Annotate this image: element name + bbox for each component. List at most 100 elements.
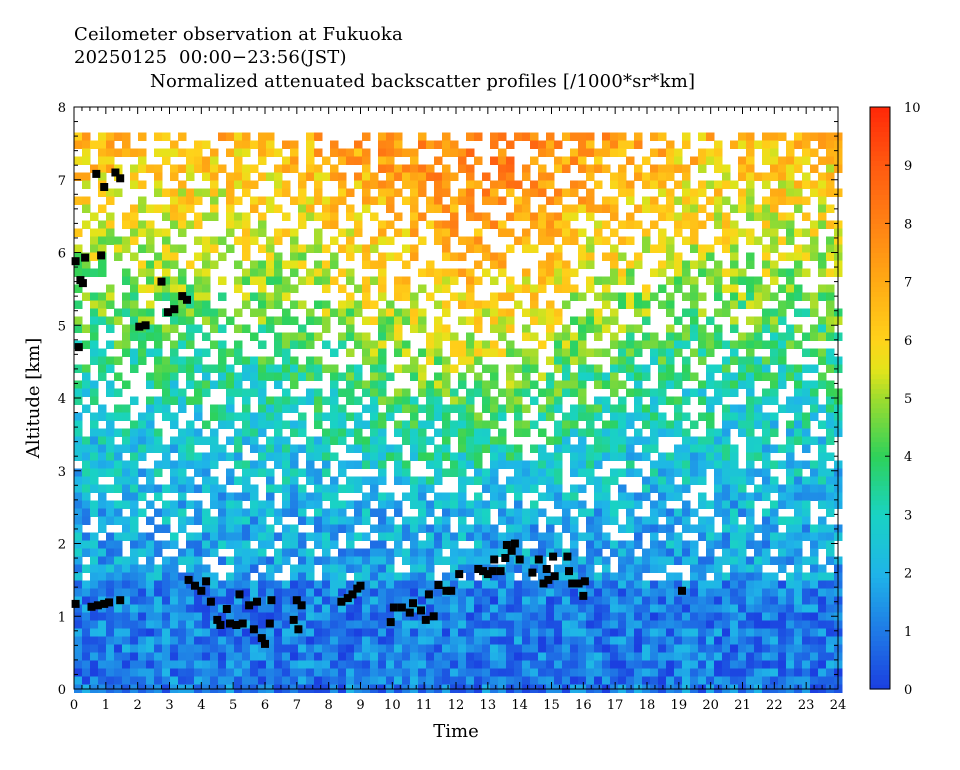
x-tick-label: 17 (607, 698, 624, 713)
x-tick-label: 16 (575, 698, 592, 713)
cloud-base-point (141, 321, 150, 330)
cloud-base-point (479, 567, 488, 576)
cloud-base-point (421, 615, 430, 624)
x-axis: 0 1 2 3 4 5 6 7 8 9 10 11 12 13 14 15 16 17 18 19 20 21 22 23 24 (70, 107, 846, 713)
cloud-base-point (92, 169, 101, 178)
cloud-base-point (386, 618, 395, 627)
y-tick-label: 4 (58, 392, 66, 407)
cloud-base-point (563, 552, 572, 561)
cloud-base-point (488, 567, 497, 576)
cloud-base-point (235, 590, 244, 599)
cloud-base-point (97, 251, 106, 260)
chart-title-line2: 20250125 00:00−23:56(JST) (74, 47, 347, 68)
x-tick-label: 21 (734, 698, 751, 713)
cloud-base-point (257, 634, 266, 643)
cloud-base-point (170, 305, 179, 314)
cloud-base-point (568, 579, 577, 588)
y-tick-label: 2 (58, 538, 66, 553)
x-tick-label: 12 (448, 698, 465, 713)
cloud-base-point (348, 590, 357, 599)
cloud-base-point (197, 586, 206, 595)
backscatter-heatmap (74, 132, 843, 693)
cloud-base-point (265, 619, 274, 628)
cloud-base-point (74, 343, 83, 352)
cloud-base-point (191, 581, 199, 590)
cloud-base-point (507, 546, 516, 555)
cloud-base-point (183, 295, 191, 304)
cloud-base-point (474, 565, 483, 573)
cloud-base-point (226, 619, 234, 628)
cloud-base-point (389, 603, 398, 612)
cloud-base-point (483, 570, 492, 579)
x-tick-label: 15 (543, 698, 560, 713)
cloud-base-point (78, 279, 87, 288)
y-tick-label: 7 (58, 174, 66, 189)
cloud-base-point (93, 601, 102, 610)
cloud-base-point (105, 598, 113, 607)
chart-title-line1: Ceilometer observation at Fukuoka (74, 24, 403, 45)
cloud-base-point (539, 579, 548, 588)
x-tick-label: 4 (197, 698, 205, 713)
y-tick-label: 6 (58, 247, 66, 262)
cloud-base-point (678, 586, 686, 595)
cloud-base-point (544, 575, 553, 584)
colorbar-tick-label: 2 (904, 567, 912, 582)
cloud-base-point (238, 619, 247, 628)
cloud-base-point (178, 292, 187, 301)
cloud-base-point (116, 174, 125, 183)
cloud-base-point (71, 599, 80, 608)
cloud-base-point (424, 590, 433, 599)
cloud-base-point (417, 606, 425, 615)
colorbar-tick-label: 9 (904, 159, 912, 174)
cloud-base-point (100, 599, 109, 608)
cloud-base-point (455, 570, 464, 579)
cloud-base-point (111, 168, 120, 177)
cloud-base-point (222, 605, 231, 613)
x-tick-label: 7 (293, 698, 301, 713)
cloud-base-point (490, 555, 499, 564)
cloud-base-point (550, 572, 559, 581)
x-tick-label: 10 (384, 698, 401, 713)
cloud-base-point (81, 253, 90, 262)
cloud-base-point (542, 565, 551, 573)
cloud-base-point (397, 603, 406, 612)
y-tick-label: 8 (58, 101, 66, 116)
cloud-base-point (292, 596, 301, 605)
x-tick-label: 8 (325, 698, 333, 713)
chart-title-line3: Normalized attenuated backscatter profil… (150, 71, 696, 92)
colorbar-tick-label: 1 (904, 625, 912, 640)
cloud-base-markers (71, 168, 686, 648)
cloud-base-point (549, 552, 558, 561)
cloud-base-point (515, 555, 524, 564)
cloud-base-point (289, 615, 298, 624)
x-tick-label: 24 (830, 698, 847, 713)
cloud-base-point (496, 567, 505, 576)
x-tick-label: 19 (671, 698, 688, 713)
x-tick-label: 0 (70, 698, 78, 713)
cloud-base-point (343, 594, 352, 603)
y-tick-label: 3 (58, 465, 66, 480)
cloud-base-point (249, 625, 258, 634)
cloud-base-point (510, 539, 519, 548)
cloud-base-point (253, 597, 261, 606)
cloud-base-point (297, 601, 306, 610)
x-tick-label: 9 (356, 698, 364, 713)
cloud-base-point (528, 568, 537, 577)
cloud-base-point (502, 541, 511, 549)
y-axis: 0 1 2 3 4 5 6 7 8 (58, 101, 838, 698)
x-tick-label: 6 (261, 698, 269, 713)
x-axis-label: Time (433, 721, 478, 742)
cloud-base-point (116, 596, 125, 605)
cloud-base-point (100, 183, 109, 191)
x-tick-label: 13 (480, 698, 497, 713)
cloud-base-point (579, 591, 588, 600)
cloud-base-point (184, 575, 193, 584)
cloud-base-point (157, 277, 166, 286)
cloud-base-point (163, 308, 172, 317)
cloud-base-point (534, 555, 543, 564)
x-tick-label: 2 (134, 698, 142, 713)
cloud-base-point (216, 621, 225, 629)
y-tick-label: 0 (58, 683, 66, 698)
cloud-base-point (71, 257, 80, 266)
